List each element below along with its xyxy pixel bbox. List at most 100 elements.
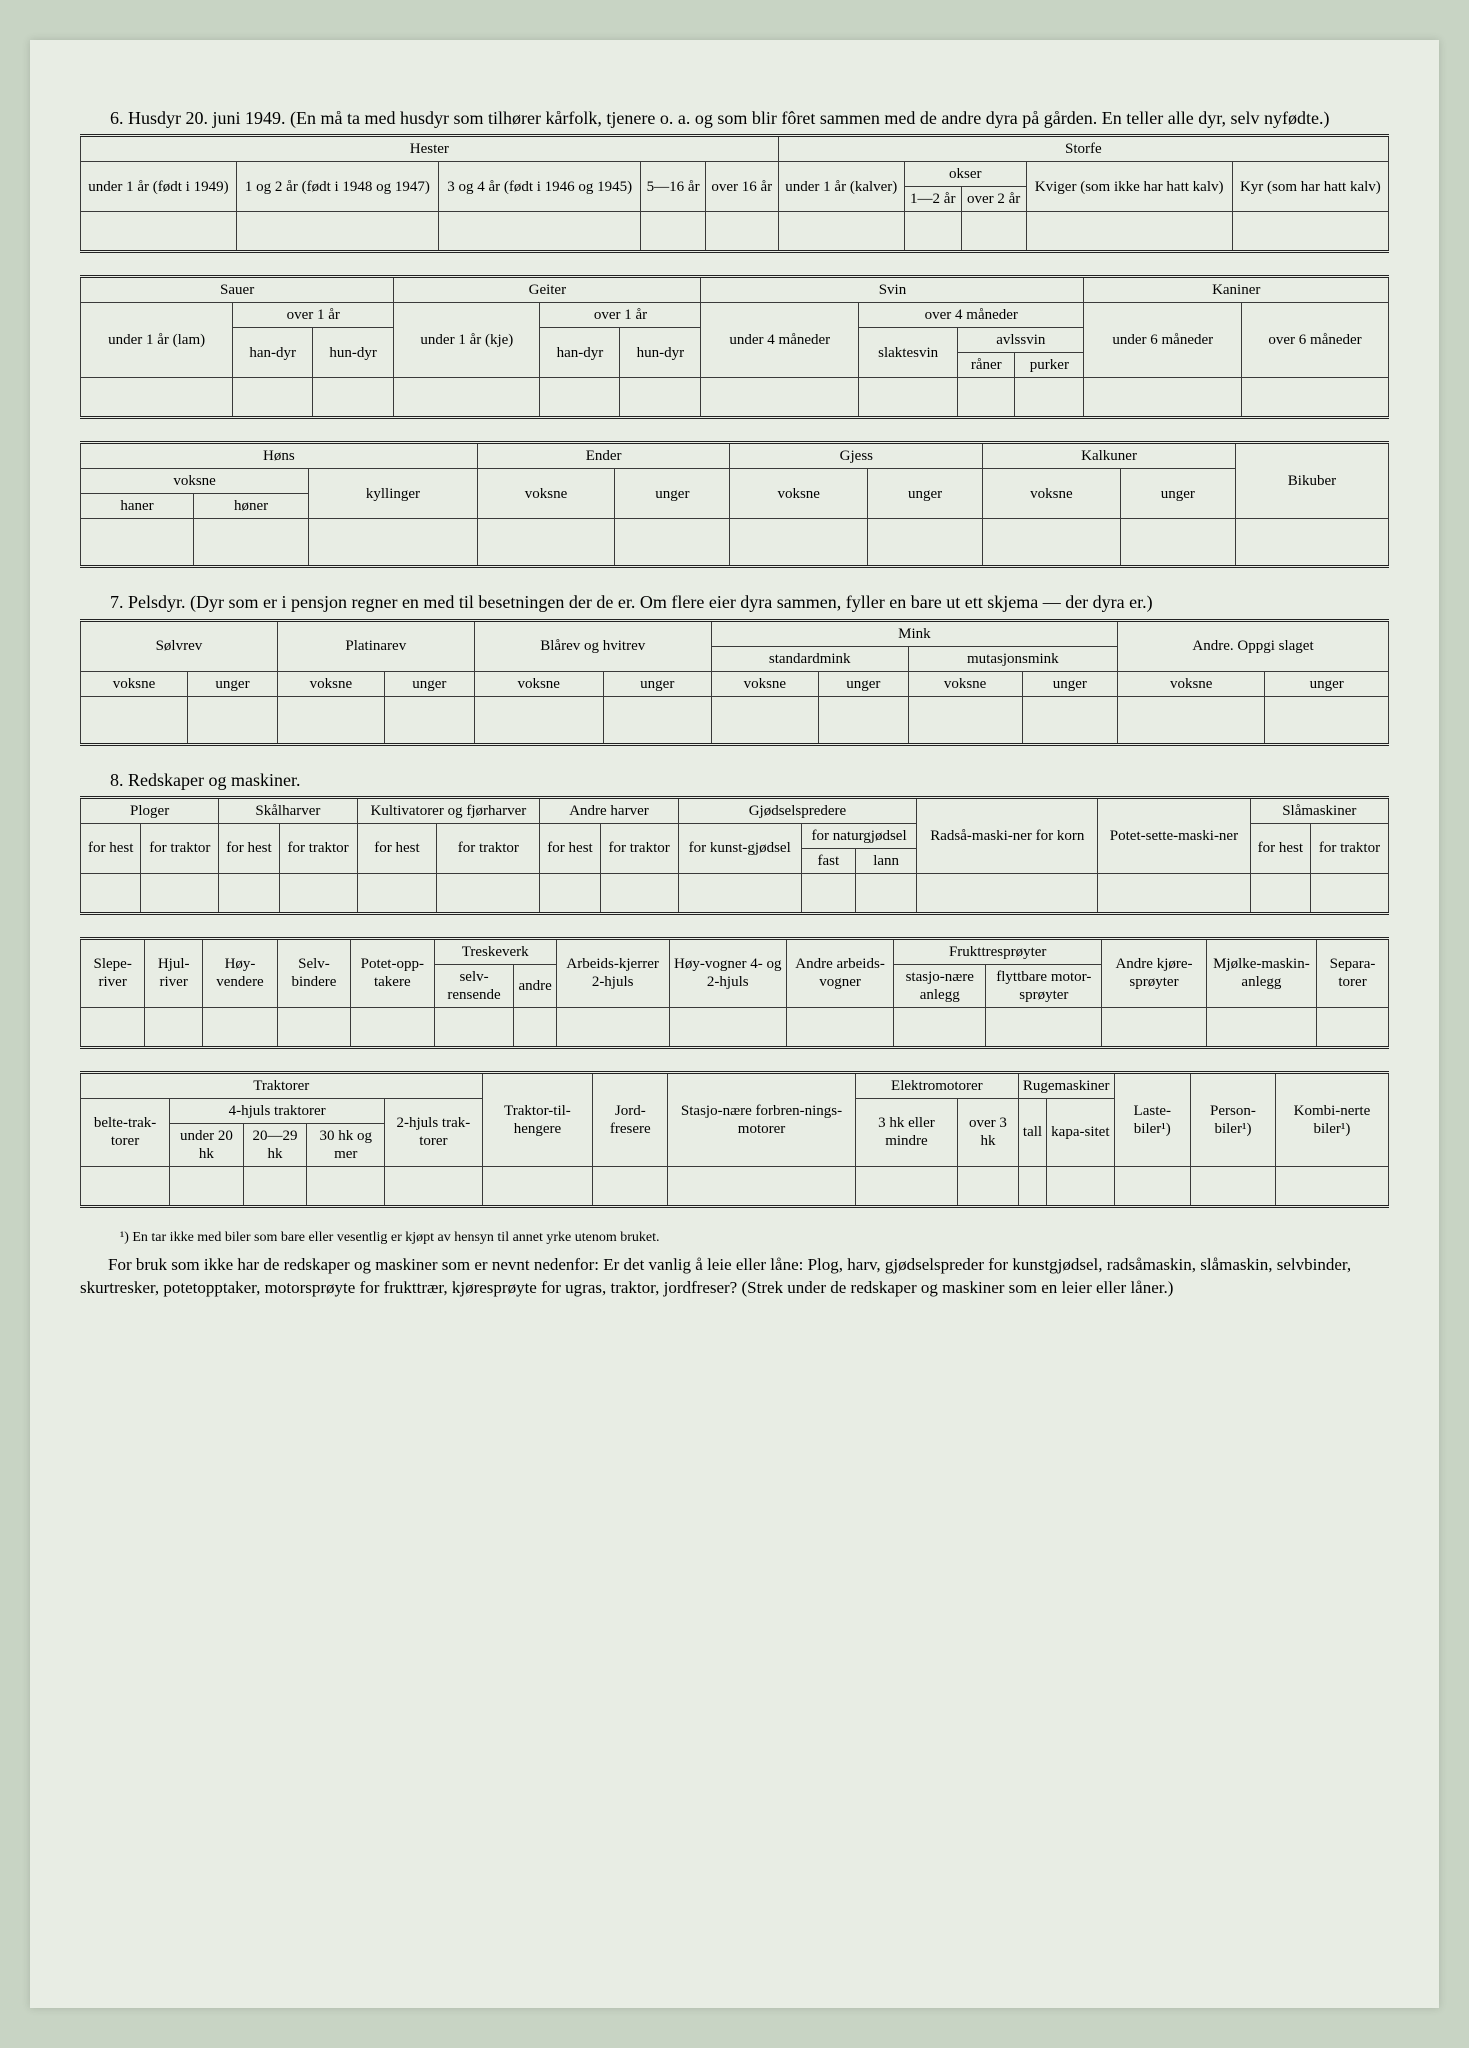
cell	[787, 1007, 894, 1047]
header-svin: Svin	[701, 277, 1084, 303]
c: 3 hk eller mindre	[855, 1098, 957, 1166]
col-raner: råner	[958, 353, 1015, 378]
header-gjess: Gjess	[730, 443, 983, 469]
header-hester: Hester	[81, 136, 779, 162]
cell	[705, 212, 778, 252]
c: Jord-fresere	[593, 1072, 668, 1166]
c: fast	[801, 848, 855, 873]
cell	[904, 212, 961, 252]
table-hester-storfe: Hester Storfe under 1 år (født i 1949) 1…	[80, 134, 1389, 253]
cell	[219, 873, 279, 913]
col-s3: over 2 år	[961, 187, 1026, 212]
c: Person-biler¹)	[1191, 1072, 1276, 1166]
c: for traktor	[437, 823, 540, 873]
cell	[593, 1166, 668, 1206]
cell	[983, 519, 1120, 567]
col-v3: voksne	[474, 671, 603, 696]
document-page: 6. Husdyr 20. juni 1949. (En må ta med h…	[30, 40, 1439, 2008]
cell	[170, 1166, 244, 1206]
cell	[859, 378, 958, 418]
cell	[1310, 873, 1388, 913]
c: for traktor	[279, 823, 357, 873]
c: Hjul-river	[145, 938, 203, 1007]
cell	[514, 1007, 556, 1047]
cell	[434, 1007, 514, 1047]
col-kyllinger: kyllinger	[309, 469, 478, 519]
c: Andre kjøre-sprøyter	[1102, 938, 1206, 1007]
cell	[145, 1007, 203, 1047]
col-v5: voksne	[908, 671, 1022, 696]
col-voksne-k: voksne	[983, 469, 1120, 519]
cell	[81, 519, 194, 567]
table-redskaper-2: Slepe-river Hjul-river Høy-vendere Selv-…	[80, 937, 1389, 1049]
cell	[1265, 696, 1389, 744]
cell	[307, 1166, 385, 1206]
cell	[141, 873, 219, 913]
header-blarev: Blårev og hvitrev	[474, 620, 711, 671]
c: Stasjo-nære forbren-nings-motorer	[668, 1072, 856, 1166]
col-u1: unger	[188, 671, 278, 696]
table-sauer-etc: Sauer Geiter Svin Kaniner under 1 år (la…	[80, 275, 1389, 419]
col-unger-k: unger	[1120, 469, 1235, 519]
cell	[668, 1166, 856, 1206]
cell	[309, 519, 478, 567]
col-voksne-g: voksne	[730, 469, 867, 519]
cell	[603, 696, 711, 744]
cell	[917, 873, 1098, 913]
c: selv-rensende	[434, 964, 514, 1007]
cell	[188, 696, 278, 744]
c: for hest	[81, 823, 141, 873]
col-under1kje: under 1 år (kje)	[394, 303, 540, 378]
cell	[350, 1007, 434, 1047]
c: stasjo-nære anlegg	[894, 964, 986, 1007]
col-slaktesvin: slaktesvin	[859, 328, 958, 378]
cell	[203, 1007, 278, 1047]
cell	[615, 519, 730, 567]
header-geiter: Geiter	[394, 277, 701, 303]
c: Rugemaskiner	[1018, 1072, 1114, 1098]
cell	[1250, 873, 1310, 913]
cell	[1275, 1166, 1388, 1206]
cell	[540, 378, 620, 418]
col-h3: 3 og 4 år (født i 1946 og 1945)	[439, 162, 641, 212]
cell	[277, 696, 384, 744]
cell	[81, 1166, 170, 1206]
cell	[384, 696, 474, 744]
cell	[233, 378, 313, 418]
col-honer: høner	[193, 494, 308, 519]
col-okser: okser	[904, 162, 1026, 187]
cell	[474, 696, 603, 744]
h-ploger: Ploger	[81, 797, 219, 823]
c: 2-hjuls trak-torer	[385, 1098, 482, 1166]
cell	[439, 212, 641, 252]
header-bikuber: Bikuber	[1235, 443, 1388, 519]
c: 4-hjuls traktorer	[170, 1098, 385, 1123]
col-mutasjonsmink: mutasjonsmink	[908, 646, 1117, 671]
col-handyr-g: han-dyr	[540, 328, 620, 378]
col-h2: 1 og 2 år (født i 1948 og 1947)	[236, 162, 438, 212]
header-ender: Ender	[477, 443, 730, 469]
cell	[1102, 1007, 1206, 1047]
cell	[1118, 696, 1265, 744]
header-storfe: Storfe	[778, 136, 1388, 162]
col-v6: voksne	[1118, 671, 1265, 696]
table-redskaper-3: Traktorer Traktor-til-hengere Jord-frese…	[80, 1071, 1389, 1208]
c: Mjølke-maskin-anlegg	[1206, 938, 1316, 1007]
col-s1: under 1 år (kalver)	[778, 162, 904, 212]
cell	[313, 378, 394, 418]
footer-paragraph: For bruk som ikke har de redskaper og ma…	[80, 1254, 1389, 1300]
header-solvrev: Sølvrev	[81, 620, 278, 671]
c: for kunst-gjødsel	[678, 823, 801, 873]
col-u6: unger	[1265, 671, 1389, 696]
cell	[357, 873, 437, 913]
cell	[855, 873, 916, 913]
cell	[711, 696, 818, 744]
col-purker: purker	[1015, 353, 1084, 378]
c: Høy-vendere	[203, 938, 278, 1007]
cell	[540, 873, 600, 913]
col-v1: voksne	[81, 671, 188, 696]
c: Arbeids-kjerrer 2-hjuls	[556, 938, 669, 1007]
h-andreharver: Andre harver	[540, 797, 678, 823]
cell	[1084, 378, 1242, 418]
col-voksne-h: voksne	[81, 469, 309, 494]
